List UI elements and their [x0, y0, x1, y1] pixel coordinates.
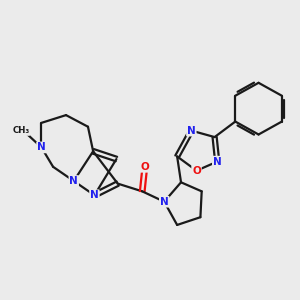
Text: N: N — [37, 142, 46, 152]
Text: N: N — [160, 197, 169, 207]
Text: N: N — [187, 126, 196, 136]
Text: N: N — [213, 157, 222, 166]
Text: O: O — [192, 166, 201, 176]
Text: N: N — [90, 190, 99, 200]
Text: O: O — [140, 162, 149, 172]
Text: CH₃: CH₃ — [12, 126, 29, 135]
Text: N: N — [69, 176, 78, 186]
